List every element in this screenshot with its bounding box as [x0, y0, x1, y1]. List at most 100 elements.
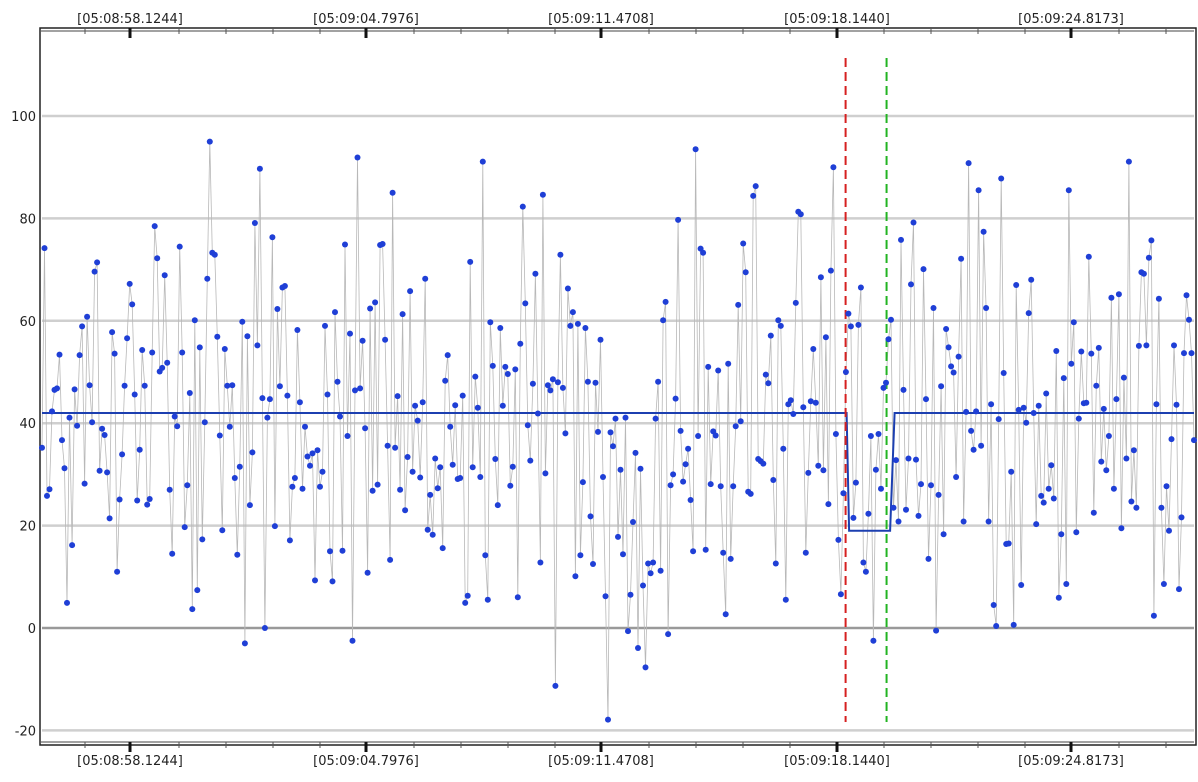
data-point [805, 469, 812, 476]
data-point [800, 404, 807, 411]
data-point [1000, 370, 1007, 376]
data-point [777, 322, 784, 329]
data-point [317, 483, 323, 490]
data-point [86, 382, 93, 389]
data-point [359, 337, 366, 344]
data-point [164, 359, 171, 366]
data-point [715, 367, 722, 374]
data-point [104, 469, 111, 476]
data-point [1148, 237, 1155, 244]
data-point [574, 320, 581, 327]
data-point [797, 211, 804, 218]
data-point [452, 402, 459, 409]
data-point [106, 515, 113, 522]
data-point [231, 475, 238, 481]
data-point [291, 475, 298, 481]
data-point [935, 491, 942, 498]
data-point [186, 390, 193, 396]
y-tick-label: 80 [19, 212, 36, 227]
data-point [712, 432, 719, 439]
data-point [299, 485, 306, 492]
data-point [1055, 594, 1062, 601]
data-point [637, 465, 644, 472]
data-point [1155, 295, 1162, 302]
data-point [1058, 531, 1065, 538]
data-point [216, 432, 223, 439]
data-point [84, 313, 91, 320]
data-point [236, 463, 243, 470]
data-point [119, 451, 126, 458]
data-point [652, 415, 659, 422]
data-point [69, 542, 76, 549]
data-point [1143, 342, 1150, 349]
data-point [1018, 582, 1025, 588]
data-point [955, 353, 962, 360]
data-point [1163, 483, 1170, 490]
data-point [254, 342, 261, 349]
data-point [822, 334, 829, 341]
data-point [191, 317, 198, 324]
data-point [930, 305, 937, 311]
data-point [765, 380, 772, 387]
data-point [752, 183, 759, 190]
data-point [509, 463, 516, 470]
data-point [590, 561, 596, 567]
data-point [645, 560, 652, 567]
data-point [1123, 455, 1130, 462]
data-point [847, 323, 854, 330]
data-point [1040, 499, 1047, 506]
data-point [329, 578, 336, 585]
data-point [402, 507, 409, 514]
data-point [802, 549, 809, 556]
data-point [567, 322, 574, 329]
data-point [1100, 405, 1107, 412]
data-point [204, 275, 211, 282]
step-line-path [42, 412, 1194, 532]
data-point [116, 496, 123, 503]
data-point [1015, 406, 1022, 413]
data-point [965, 160, 972, 167]
data-point [502, 363, 509, 370]
data-point [630, 519, 636, 525]
data-point [394, 393, 401, 400]
data-point [820, 467, 827, 474]
data-point [747, 490, 754, 497]
data-point [56, 351, 63, 358]
data-point [399, 311, 406, 318]
data-point [687, 497, 694, 503]
data-point [219, 527, 226, 534]
data-point [973, 408, 980, 415]
data-point [695, 433, 702, 439]
data-point [474, 404, 481, 411]
data-point [497, 325, 504, 331]
data-point [832, 431, 839, 437]
data-point [827, 267, 834, 274]
y-tick-label: 100 [11, 110, 36, 125]
data-point [1108, 294, 1115, 301]
data-point [1181, 350, 1187, 357]
data-point [995, 416, 1002, 423]
data-point [354, 154, 361, 161]
data-point [494, 502, 501, 509]
data-point [249, 449, 256, 456]
data-point [194, 587, 201, 594]
data-point [787, 397, 794, 404]
data-point [923, 396, 929, 403]
data-point [880, 384, 887, 391]
data-point [780, 445, 787, 452]
data-point [807, 398, 814, 405]
data-point [722, 611, 729, 618]
x-tick-label-bottom: [05:09:24.8173] [1018, 754, 1124, 769]
data-point [792, 299, 799, 306]
data-point [812, 399, 819, 406]
data-point [76, 352, 83, 359]
data-point [54, 385, 60, 392]
data-point [66, 414, 73, 421]
data-point [244, 333, 251, 340]
data-point [464, 592, 471, 599]
data-point [908, 281, 914, 288]
data-point [344, 433, 351, 439]
data-point [1083, 399, 1090, 406]
data-point [534, 410, 541, 417]
data-point [720, 549, 727, 556]
